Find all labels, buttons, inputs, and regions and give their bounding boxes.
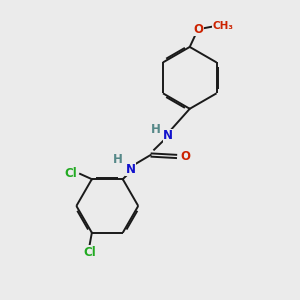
Text: N: N <box>163 129 173 142</box>
Text: CH₃: CH₃ <box>212 21 233 31</box>
Text: Cl: Cl <box>64 167 77 180</box>
Text: H: H <box>151 123 161 136</box>
Text: Cl: Cl <box>83 246 96 259</box>
Text: N: N <box>126 163 136 176</box>
Text: H: H <box>113 153 122 166</box>
Text: O: O <box>193 23 203 36</box>
Text: O: O <box>180 150 190 163</box>
